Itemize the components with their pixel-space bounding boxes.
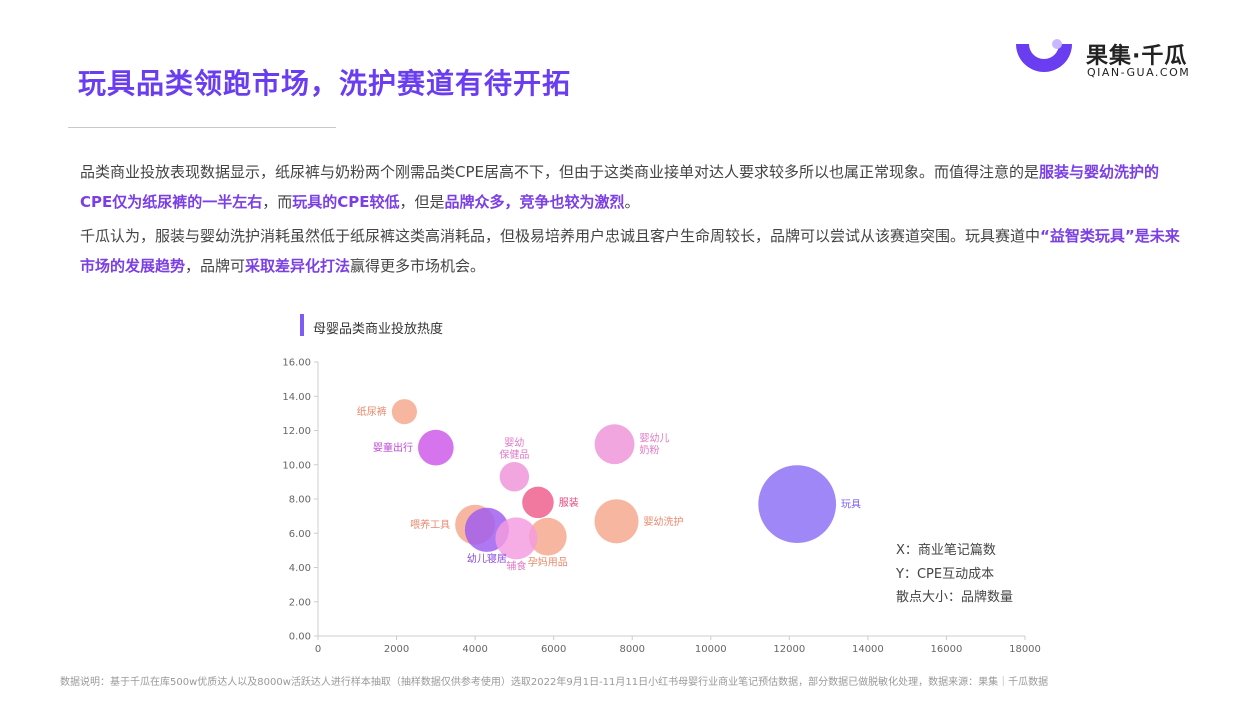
- y-tick-label: 14.00: [282, 392, 311, 403]
- bubble-label: 孕妈用品: [528, 556, 568, 569]
- bubble-label: 保健品: [499, 448, 529, 461]
- bubble: [522, 486, 554, 519]
- para1-highlight-1: 服装与婴幼洗护的CPE仅为纸尿裤的一半左右: [80, 163, 1160, 211]
- bubble-label: 玩具: [841, 499, 861, 511]
- note-bubble-size: 散点大小：品牌数量: [896, 590, 1014, 605]
- bubble-label: 纸尿裤: [357, 405, 387, 418]
- bubble: [528, 517, 567, 556]
- logo-mark-icon: [1016, 39, 1072, 72]
- bubble-label: 辅食: [506, 559, 526, 572]
- x-tick-label: 10000: [695, 644, 727, 655]
- bubble-label: 服装: [559, 496, 579, 509]
- x-tick-label: 8000: [619, 644, 644, 655]
- para2-text-3: 赢得更多市场机会。: [350, 257, 486, 275]
- bubble-label: 婴童出行: [373, 441, 413, 454]
- para2-text-1: 千瓜认为，服装与婴幼洗护消耗虽然低于纸尿裤这类高消耗品，但极易培养用户忠诚且客户…: [80, 227, 1041, 245]
- bubble-label: 婴幼儿: [639, 432, 669, 445]
- analysis-paragraph-2: 千瓜认为，服装与婴幼洗护消耗虽然低于纸尿裤这类高消耗品，但极易培养用户忠诚且客户…: [80, 221, 1190, 281]
- note-y-axis: Y：CPE互动成本: [896, 567, 995, 582]
- data-footnote: 数据说明：基于千瓜在库500w优质达人以及8000w活跃达人进行样本抽取（抽样数…: [60, 677, 1049, 688]
- bubble: [391, 399, 418, 425]
- x-tick-label: 18000: [1009, 644, 1041, 655]
- bubble-chart: 0.00 2.00 4.00 6.00 8.00 10.00 12.00 14.00 16.00…: [282, 358, 1041, 656]
- logo-sub: QIAN-GUA.COM: [1087, 66, 1191, 79]
- y-tick-label: 6.00: [289, 529, 311, 540]
- x-tick-label: 12000: [773, 644, 805, 655]
- bubble: [495, 517, 538, 560]
- y-tick-label: 0.00: [289, 632, 311, 643]
- logo-name: 果集·千瓜: [1086, 44, 1188, 69]
- para1-highlight-3: 品牌众多，竞争也较为激烈: [444, 193, 625, 211]
- para2-highlight-2: 采取差异化打法: [245, 257, 351, 275]
- x-tick-label: 6000: [541, 644, 566, 655]
- para1-text-4: 。: [624, 193, 640, 211]
- bubble-label: 喂养工具: [410, 518, 450, 531]
- para2-text-2: ，品牌可: [185, 257, 246, 275]
- brand-logo: 果集·千瓜 QIAN-GUA.COM: [1012, 36, 1212, 86]
- bubble-label: 奶粉: [639, 444, 659, 457]
- bubble: [594, 424, 635, 465]
- note-x-axis: X：商业笔记篇数: [896, 543, 996, 558]
- x-tick-label: 14000: [852, 644, 884, 655]
- y-tick-label: 8.00: [289, 495, 311, 506]
- para1-text-2: ，而: [262, 193, 293, 211]
- bubble-label: 幼儿寝居: [467, 552, 507, 565]
- y-tick-label: 12.00: [282, 426, 311, 437]
- bubble: [594, 499, 639, 544]
- bubble-label: 婴幼洗护: [644, 515, 684, 528]
- bubble: [417, 429, 454, 466]
- y-tick-label: 2.00: [289, 597, 311, 608]
- chart-title-marker: [300, 314, 304, 336]
- bubble-label: 婴幼: [504, 436, 524, 449]
- y-tick-label: 10.00: [282, 460, 311, 471]
- y-tick-label: 4.00: [289, 563, 311, 574]
- para1-highlight-2: 玩具的CPE较低: [292, 193, 400, 211]
- chart-title: 母婴品类商业投放热度: [313, 322, 444, 337]
- para1-text-3: ，但是: [399, 193, 445, 211]
- y-tick-label: 16.00: [282, 358, 311, 369]
- x-tick-label: 2000: [384, 644, 409, 655]
- para1-text-1: 品类商业投放表现数据显示，纸尿裤与奶粉两个刚需品类CPE居高不下，但由于这类商业…: [80, 163, 1040, 181]
- para2-highlight-1: “益智类玩具”是未来市场的发展趋势: [80, 227, 1180, 275]
- page-title: 玩具品类领跑市场，洗护赛道有待开拓: [78, 67, 572, 100]
- bubble: [499, 462, 530, 492]
- analysis-paragraph-1: 品类商业投放表现数据显示，纸尿裤与奶粉两个刚需品类CPE居高不下，但由于这类商业…: [80, 157, 1190, 217]
- x-tick-label: 4000: [462, 644, 487, 655]
- x-tick-label: 16000: [931, 644, 963, 655]
- x-tick-label: 0: [315, 644, 321, 655]
- title-divider: [68, 127, 336, 128]
- bubble: [758, 465, 837, 543]
